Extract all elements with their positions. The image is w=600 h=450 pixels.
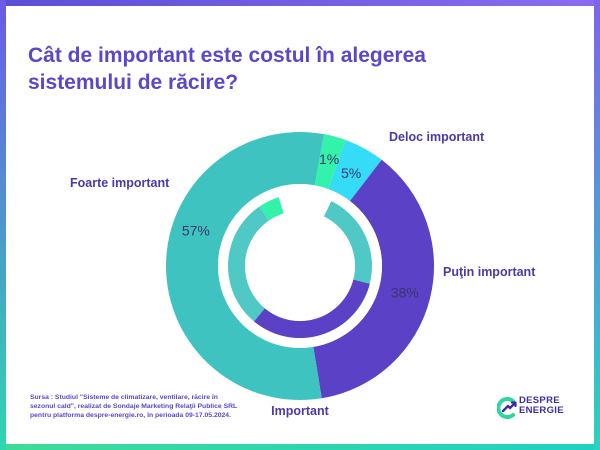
inner-tick-deloc <box>259 197 284 221</box>
slice-foarte-important <box>166 132 324 401</box>
page-title: Cât de important este costul în alegerea… <box>28 44 426 95</box>
category-label-foarte-important: Foarte important <box>70 176 170 190</box>
logo-line-1: DESPRE <box>519 395 560 406</box>
category-label-deloc-important: Deloc important <box>389 130 485 144</box>
logo-line-2: ENERGIE <box>519 405 564 417</box>
slice-deloc-important <box>314 134 346 189</box>
brand-logo: DESPRE ENERGIE <box>497 394 567 424</box>
bottom-gradient-border <box>0 444 600 450</box>
percent-labels: 1%5% 38% 57% <box>182 151 419 300</box>
despre-energie-logo-icon <box>497 397 517 419</box>
right-gradient-border <box>594 0 600 450</box>
top-gradient-border <box>0 0 600 6</box>
category-label-important: Important <box>271 404 329 418</box>
inner-ring <box>228 197 372 338</box>
logo-text: DESPRE ENERGIE <box>519 395 564 417</box>
inner-arc-important <box>254 279 370 338</box>
pct-label-foarte-important: 57% <box>182 223 210 239</box>
slice-putin-important <box>328 140 382 202</box>
pct-label-important: 38% <box>391 284 419 300</box>
category-labels: Deloc important Puţin important Important F… <box>70 130 536 418</box>
slice-important <box>313 159 435 399</box>
source-note: Sursa : Studiul "Sisteme de climatizare,… <box>30 394 238 420</box>
inner-hole <box>245 211 355 321</box>
pct-label-deloc-important: 1% <box>319 151 339 167</box>
category-label-putin-important: Puţin important <box>443 265 536 279</box>
outer-ring <box>166 132 435 401</box>
pct-label-putin-important: 5% <box>341 165 361 181</box>
left-gradient-border <box>0 0 6 450</box>
